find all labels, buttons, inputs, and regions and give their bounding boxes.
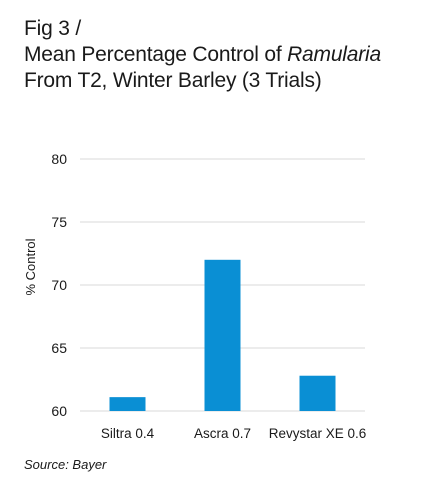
source-note: Source: Bayer (24, 457, 107, 472)
y-tick-label-65: 65 (51, 340, 67, 356)
title-line-3: From T2, Winter Barley (3 Trials) (24, 69, 322, 92)
bar-1 (204, 259, 241, 411)
bars (109, 259, 336, 411)
title-line-1: Fig 3 / (24, 17, 81, 40)
y-axis-label: % Control (23, 238, 38, 295)
bar-2 (299, 375, 336, 411)
title-line-2: Mean Percentage Control of Ramularia (24, 43, 381, 66)
x-tick-label-1: Ascra 0.7 (194, 426, 251, 441)
y-axis-ticks: 60 65 70 75 80 (51, 151, 67, 419)
y-tick-label-60: 60 (51, 403, 67, 419)
x-tick-label-0: Siltra 0.4 (101, 426, 155, 441)
bar-chart: 60 65 70 75 80 Siltra 0.4 Ascra 0.7 Revystar X… (23, 151, 366, 441)
chart-title: Fig 3 / Mean Percentage Control of Ramul… (24, 16, 381, 94)
x-axis-ticks: Siltra 0.4 Ascra 0.7 Revystar XE 0.6 (101, 426, 366, 441)
y-tick-label-70: 70 (51, 277, 67, 293)
y-tick-label-80: 80 (51, 151, 67, 167)
bar-0 (109, 397, 146, 411)
y-tick-label-75: 75 (51, 214, 67, 230)
title-species-name: Ramularia (287, 43, 381, 66)
x-tick-label-2: Revystar XE 0.6 (269, 426, 367, 441)
